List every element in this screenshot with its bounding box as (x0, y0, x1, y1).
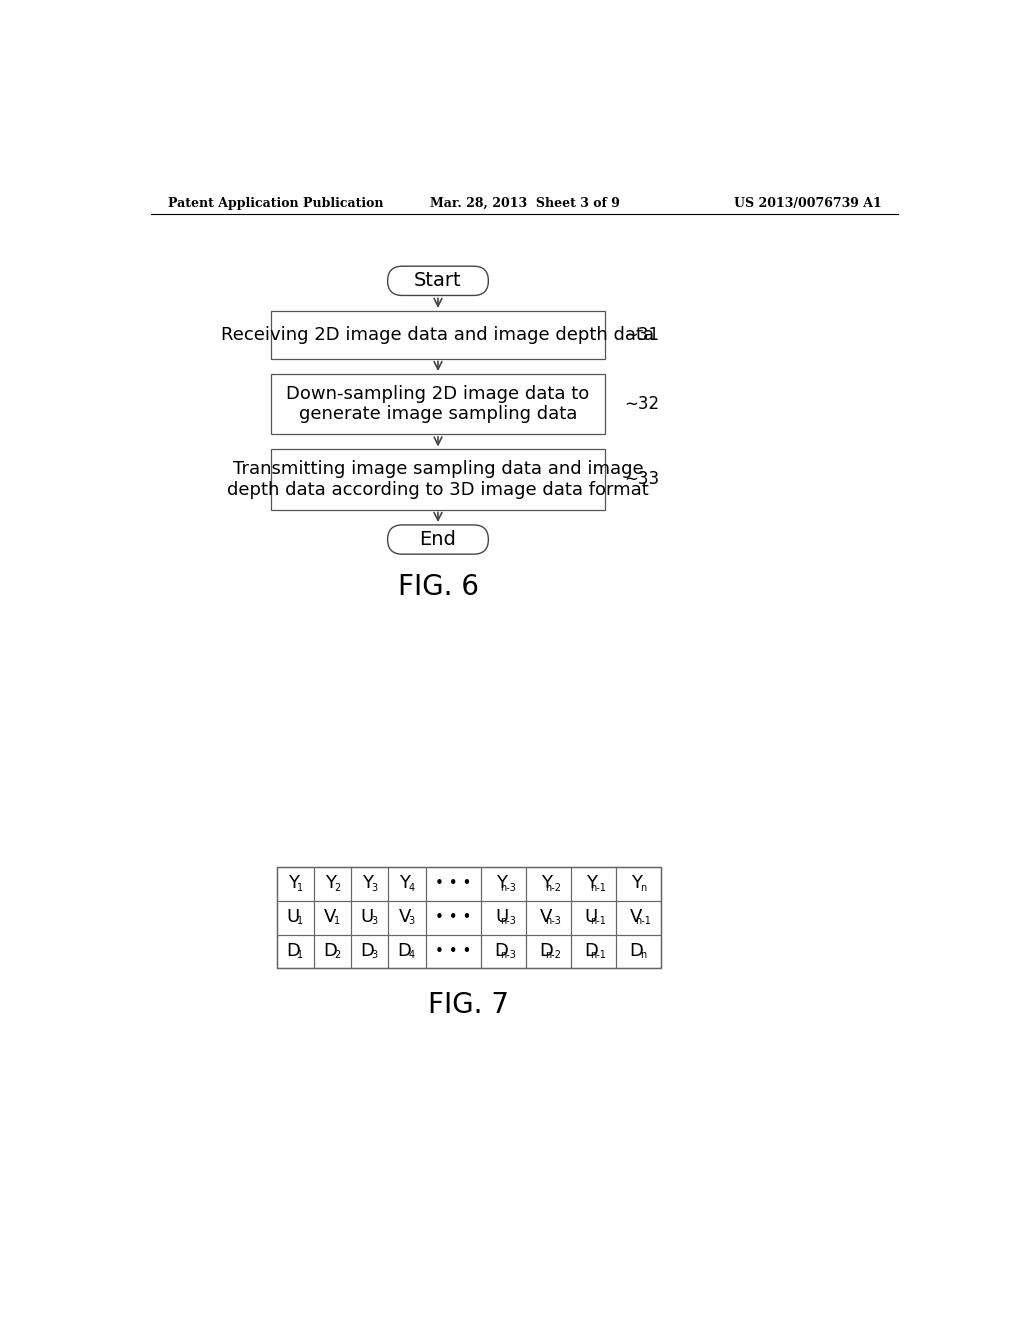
Text: U: U (495, 908, 508, 925)
Bar (276, 935, 314, 969)
Bar (616, 935, 662, 969)
Text: n-3: n-3 (546, 916, 561, 927)
Bar (271, 312, 604, 359)
Bar (276, 867, 662, 969)
Text: Patent Application Publication: Patent Application Publication (168, 197, 384, 210)
Bar (526, 900, 571, 935)
Text: n: n (640, 883, 646, 892)
Bar (571, 867, 616, 900)
Text: Y: Y (399, 874, 411, 892)
Text: ∼33: ∼33 (624, 470, 659, 488)
Text: n: n (640, 950, 646, 961)
Text: ∼31: ∼31 (624, 326, 659, 343)
Text: n-1: n-1 (636, 916, 651, 927)
Bar (481, 867, 526, 900)
Text: 3: 3 (372, 950, 378, 961)
Text: D: D (360, 941, 375, 960)
Bar (351, 867, 388, 900)
Text: n-2: n-2 (546, 883, 561, 892)
Bar (276, 867, 314, 900)
Bar (571, 935, 616, 969)
Bar (426, 867, 481, 900)
Bar (276, 900, 314, 935)
Bar (351, 935, 388, 969)
Text: • • •: • • • (435, 876, 472, 891)
Text: 3: 3 (409, 916, 415, 927)
Text: Y: Y (586, 874, 597, 892)
Text: Receiving 2D image data and image depth data: Receiving 2D image data and image depth … (221, 326, 654, 343)
Bar (388, 935, 426, 969)
Text: n-3: n-3 (501, 883, 516, 892)
Text: 4: 4 (409, 883, 415, 892)
Text: n-1: n-1 (591, 916, 606, 927)
Text: FIG. 6: FIG. 6 (397, 573, 478, 601)
Bar (388, 867, 426, 900)
Text: • • •: • • • (435, 909, 472, 925)
Bar (314, 867, 351, 900)
Text: D: D (397, 941, 412, 960)
Bar (481, 935, 526, 969)
Text: D: D (540, 941, 553, 960)
Bar (351, 900, 388, 935)
FancyBboxPatch shape (388, 267, 488, 296)
Bar (481, 900, 526, 935)
Text: Down-sampling 2D image data to
generate image sampling data: Down-sampling 2D image data to generate … (287, 384, 590, 424)
Text: US 2013/0076739 A1: US 2013/0076739 A1 (733, 197, 882, 210)
Bar (616, 867, 662, 900)
Text: V: V (630, 908, 643, 925)
Text: 2: 2 (334, 950, 340, 961)
Text: U: U (287, 908, 300, 925)
Text: 1: 1 (297, 950, 303, 961)
FancyBboxPatch shape (388, 525, 488, 554)
Text: Y: Y (496, 874, 507, 892)
Text: D: D (630, 941, 643, 960)
Text: Y: Y (325, 874, 336, 892)
Text: D: D (324, 941, 337, 960)
Text: U: U (360, 908, 374, 925)
Text: ∼32: ∼32 (624, 395, 659, 413)
Text: Y: Y (288, 874, 299, 892)
Bar (314, 935, 351, 969)
Bar (271, 449, 604, 510)
Text: Mar. 28, 2013  Sheet 3 of 9: Mar. 28, 2013 Sheet 3 of 9 (430, 197, 620, 210)
Bar (271, 374, 604, 434)
Text: V: V (398, 908, 411, 925)
Bar (526, 935, 571, 969)
Text: 2: 2 (334, 883, 340, 892)
Text: Y: Y (541, 874, 552, 892)
Text: D: D (286, 941, 300, 960)
Text: V: V (541, 908, 553, 925)
Bar (526, 867, 571, 900)
Text: 3: 3 (372, 916, 378, 927)
Text: Y: Y (361, 874, 373, 892)
Bar (426, 900, 481, 935)
Text: Y: Y (631, 874, 642, 892)
Text: Start: Start (414, 272, 462, 290)
Text: 4: 4 (409, 950, 415, 961)
Text: 1: 1 (334, 916, 340, 927)
Bar (616, 900, 662, 935)
Text: n-3: n-3 (501, 916, 516, 927)
Text: 1: 1 (297, 916, 303, 927)
Text: n-1: n-1 (591, 883, 606, 892)
Text: 3: 3 (372, 883, 378, 892)
Text: Transmitting image sampling data and image
depth data according to 3D image data: Transmitting image sampling data and ima… (227, 461, 649, 499)
Bar (314, 900, 351, 935)
Text: FIG. 7: FIG. 7 (428, 991, 510, 1019)
Text: 1: 1 (297, 883, 303, 892)
Text: • • •: • • • (435, 944, 472, 960)
Bar (571, 900, 616, 935)
Text: D: D (495, 941, 509, 960)
Text: n-2: n-2 (546, 950, 561, 961)
Bar (426, 935, 481, 969)
Text: V: V (324, 908, 337, 925)
Text: D: D (585, 941, 598, 960)
Text: n-1: n-1 (591, 950, 606, 961)
Text: End: End (420, 531, 457, 549)
Text: n-3: n-3 (501, 950, 516, 961)
Bar (388, 900, 426, 935)
Text: U: U (585, 908, 598, 925)
